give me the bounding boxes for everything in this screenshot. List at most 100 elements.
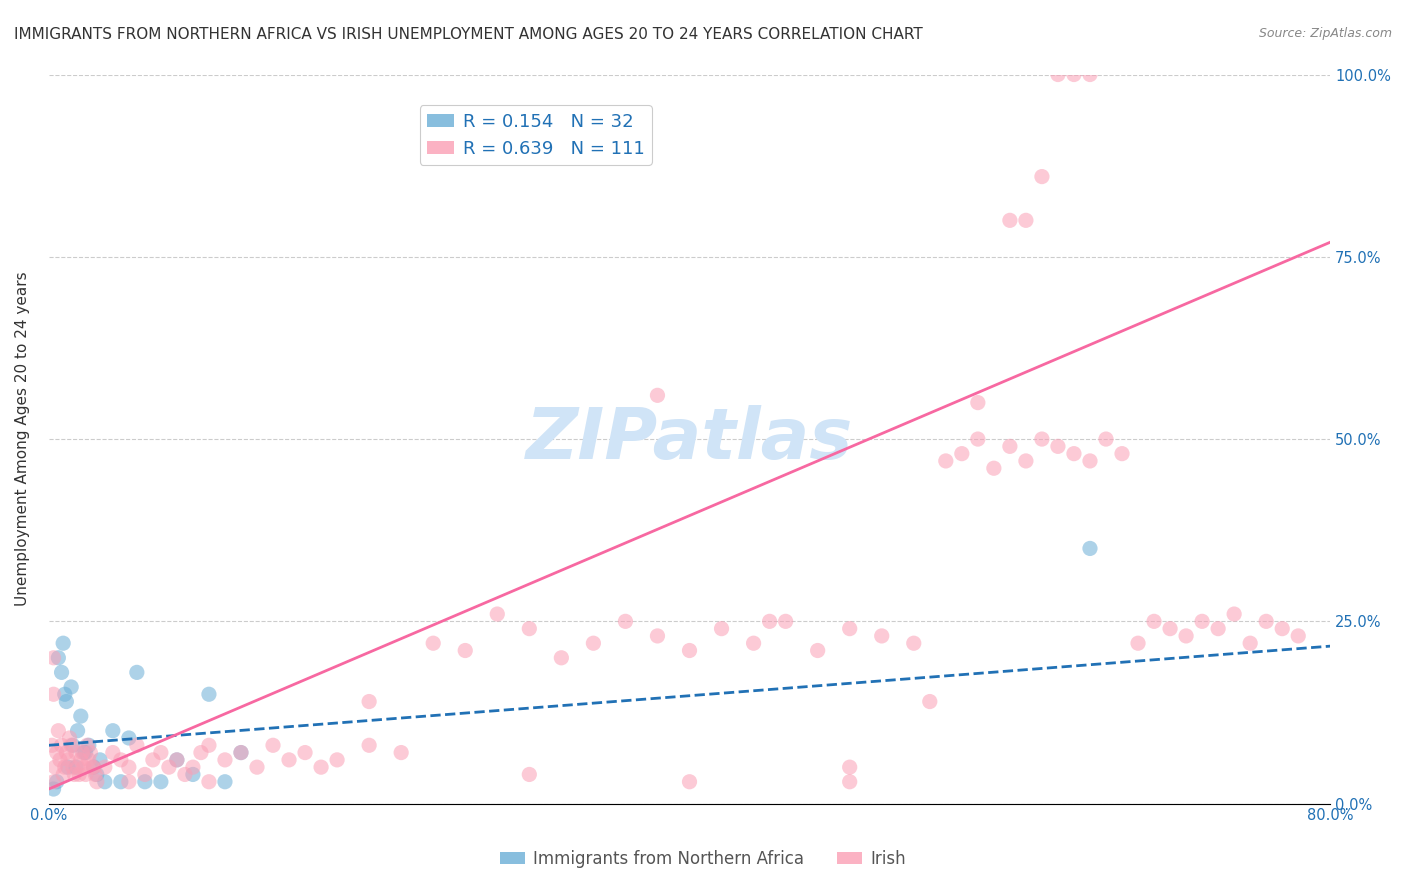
- Irish: [42, 650, 65, 665]
- Irish: [326, 753, 349, 767]
- Irish: [983, 461, 1005, 475]
- Text: Source: ZipAtlas.com: Source: ZipAtlas.com: [1258, 27, 1392, 40]
- Irish: [56, 753, 79, 767]
- Irish: [149, 746, 172, 760]
- Immigrants from Northern Africa: [229, 746, 252, 760]
- Irish: [58, 731, 80, 745]
- Irish: [454, 643, 477, 657]
- Irish: [62, 760, 84, 774]
- Irish: [1206, 622, 1229, 636]
- Irish: [142, 753, 165, 767]
- Immigrants from Northern Africa: [94, 774, 117, 789]
- Irish: [1063, 68, 1085, 82]
- Irish: [66, 760, 89, 774]
- Irish: [157, 760, 180, 774]
- Irish: [125, 739, 148, 753]
- Immigrants from Northern Africa: [65, 760, 87, 774]
- Irish: [166, 753, 188, 767]
- Irish: [582, 636, 605, 650]
- Irish: [758, 615, 780, 629]
- Irish: [198, 774, 221, 789]
- Irish: [118, 760, 141, 774]
- Irish: [678, 643, 700, 657]
- Irish: [83, 760, 105, 774]
- Irish: [614, 615, 637, 629]
- Irish: [42, 774, 65, 789]
- Irish: [1286, 629, 1309, 643]
- Irish: [1046, 68, 1069, 82]
- Irish: [60, 739, 83, 753]
- Irish: [517, 622, 540, 636]
- Irish: [1111, 447, 1133, 461]
- Irish: [935, 454, 957, 468]
- Irish: [1126, 636, 1149, 650]
- Irish: [67, 767, 90, 781]
- Immigrants from Northern Africa: [60, 680, 83, 694]
- Irish: [870, 629, 893, 643]
- Irish: [1223, 607, 1246, 621]
- Irish: [742, 636, 765, 650]
- Irish: [678, 774, 700, 789]
- Immigrants from Northern Africa: [56, 760, 79, 774]
- Irish: [710, 622, 733, 636]
- Irish: [51, 739, 73, 753]
- Irish: [1175, 629, 1198, 643]
- Irish: [79, 746, 101, 760]
- Irish: [1143, 615, 1166, 629]
- Irish: [1159, 622, 1181, 636]
- Immigrants from Northern Africa: [66, 723, 89, 738]
- Y-axis label: Unemployment Among Ages 20 to 24 years: Unemployment Among Ages 20 to 24 years: [15, 272, 30, 607]
- Immigrants from Northern Africa: [166, 753, 188, 767]
- Immigrants from Northern Africa: [45, 774, 67, 789]
- Irish: [190, 746, 212, 760]
- Irish: [278, 753, 301, 767]
- Immigrants from Northern Africa: [52, 636, 75, 650]
- Irish: [647, 629, 669, 643]
- Immigrants from Northern Africa: [134, 774, 156, 789]
- Irish: [966, 395, 988, 409]
- Immigrants from Northern Africa: [198, 687, 221, 701]
- Irish: [1239, 636, 1261, 650]
- Irish: [174, 767, 197, 781]
- Irish: [198, 739, 221, 753]
- Irish: [389, 746, 412, 760]
- Irish: [294, 746, 316, 760]
- Immigrants from Northern Africa: [1078, 541, 1101, 556]
- Irish: [1271, 622, 1294, 636]
- Irish: [73, 760, 96, 774]
- Irish: [65, 746, 87, 760]
- Irish: [918, 694, 941, 708]
- Irish: [550, 650, 572, 665]
- Text: ZIPatlas: ZIPatlas: [526, 405, 853, 474]
- Immigrants from Northern Africa: [75, 746, 97, 760]
- Immigrants from Northern Africa: [89, 753, 111, 767]
- Irish: [1256, 615, 1278, 629]
- Irish: [86, 774, 108, 789]
- Irish: [359, 694, 381, 708]
- Immigrants from Northern Africa: [62, 739, 84, 753]
- Irish: [1031, 169, 1053, 184]
- Irish: [55, 746, 77, 760]
- Irish: [76, 739, 98, 753]
- Irish: [903, 636, 925, 650]
- Immigrants from Northern Africa: [42, 782, 65, 797]
- Immigrants from Northern Africa: [51, 665, 73, 680]
- Immigrants from Northern Africa: [125, 665, 148, 680]
- Irish: [80, 760, 103, 774]
- Immigrants from Northern Africa: [83, 760, 105, 774]
- Irish: [52, 767, 75, 781]
- Irish: [229, 746, 252, 760]
- Irish: [1078, 454, 1101, 468]
- Immigrants from Northern Africa: [53, 687, 76, 701]
- Irish: [69, 753, 91, 767]
- Immigrants from Northern Africa: [110, 774, 132, 789]
- Irish: [775, 615, 797, 629]
- Irish: [807, 643, 830, 657]
- Irish: [838, 774, 860, 789]
- Irish: [422, 636, 444, 650]
- Irish: [110, 753, 132, 767]
- Immigrants from Northern Africa: [149, 774, 172, 789]
- Irish: [517, 767, 540, 781]
- Immigrants from Northern Africa: [101, 723, 124, 738]
- Irish: [838, 622, 860, 636]
